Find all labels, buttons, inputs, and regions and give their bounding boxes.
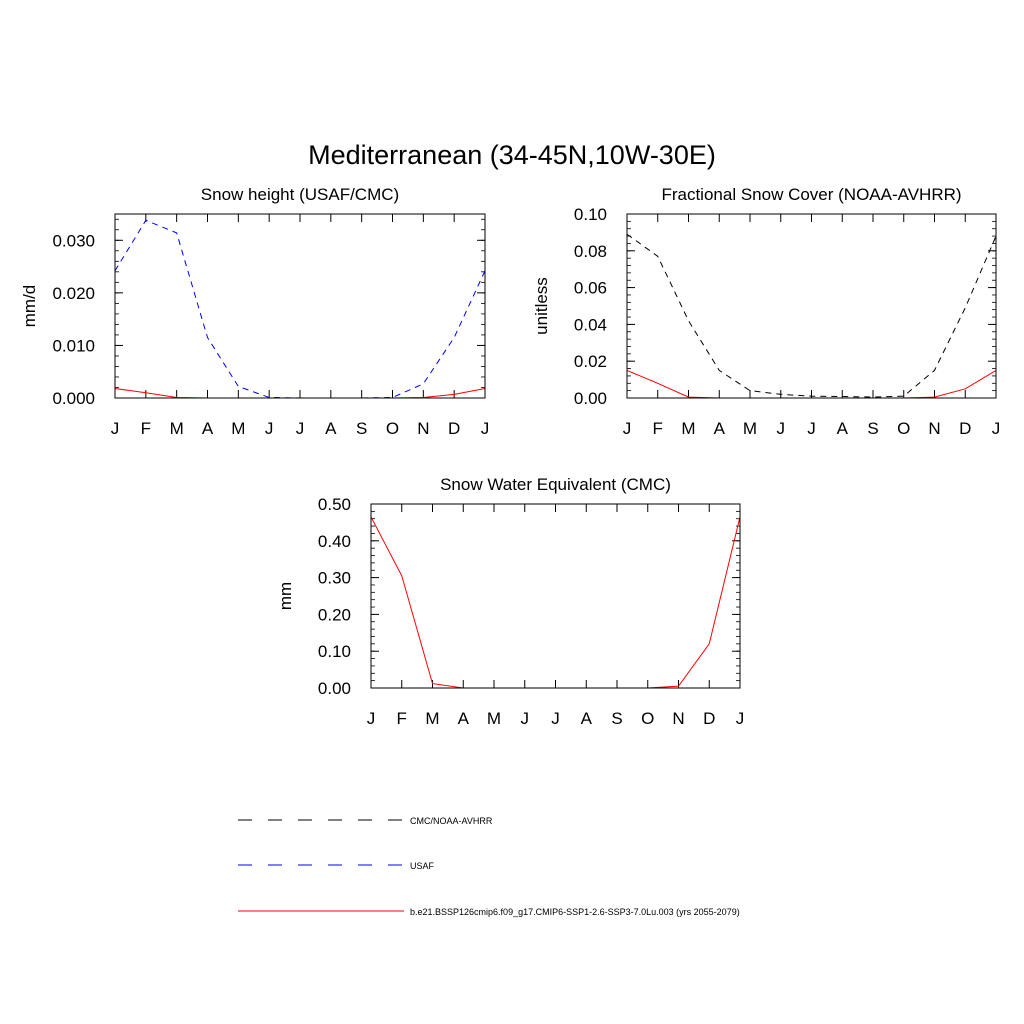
x-tick-label: F [141,419,151,438]
legend-item-3: b.e21.BSSP126cmip6.f09_g17.CMIP6-SSP1-2.… [238,907,740,917]
y-tick-label: 0.00 [318,679,351,698]
y-tick-label: 0.40 [318,532,351,551]
legend-label: USAF [410,861,435,871]
plot-frame [626,213,997,399]
series-line-2 [370,516,741,689]
x-tick-label: J [623,419,632,438]
x-tick-label: A [325,419,337,438]
x-tick-label: D [448,419,460,438]
x-tick-label: J [992,419,1001,438]
x-tick-label: N [672,709,684,728]
x-tick-label: A [714,419,726,438]
series-line-1 [626,233,997,398]
y-axis-label: unitless [532,277,551,335]
x-tick-label: M [170,419,184,438]
y-tick-label: 0.30 [318,569,351,588]
x-tick-label: A [837,419,849,438]
x-tick-label: J [777,419,786,438]
x-tick-label: J [265,419,274,438]
y-axis-label: mm [276,582,295,610]
main-title: Mediterranean (34-45N,10W-30E) [308,140,716,170]
x-tick-label: M [425,709,439,728]
x-tick-label: O [386,419,399,438]
panel-title: Snow height (USAF/CMC) [201,185,399,204]
y-tick-label: 0.10 [318,642,351,661]
y-tick-label: 0.02 [574,352,607,371]
y-tick-label: 0.50 [318,495,351,514]
x-tick-label: N [417,419,429,438]
y-tick-label: 0.000 [52,389,95,408]
x-tick-label: A [202,419,214,438]
y-tick-label: 0.08 [574,242,607,261]
chart-panel-3: Snow Water Equivalent (CMC)mmJ F M A M J J A S O N… [276,475,744,728]
x-tick-label: O [897,419,910,438]
plot-frame [370,503,741,689]
x-tick-label: J [521,709,530,728]
x-tick-label: S [356,419,367,438]
y-tick-label: 0.020 [52,284,95,303]
x-tick-label: J [736,709,745,728]
x-tick-label: J [481,419,490,438]
x-tick-label: A [458,709,470,728]
series-line-1 [114,219,486,399]
chart-panel-1: Snow height (USAF/CMC)mm/dJ F M A M J J A S O N D J0… [20,185,489,438]
y-tick-label: 0.04 [574,315,607,334]
x-tick-label: J [551,709,560,728]
y-tick-label: 0.00 [574,389,607,408]
x-tick-label: S [867,419,878,438]
y-tick-label: 0.20 [318,605,351,624]
x-tick-label: D [959,419,971,438]
chart-panel-2: Fractional Snow Cover (NOAA-AVHRR) unitle… [532,185,1000,438]
x-tick-label: J [111,419,120,438]
x-tick-label: D [703,709,715,728]
y-tick-label: 0.030 [52,231,95,250]
x-tick-label: N [928,419,940,438]
y-tick-label: 0.010 [52,336,95,355]
legend-label: b.e21.BSSP126cmip6.f09_g17.CMIP6-SSP1-2.… [410,907,740,917]
x-tick-label: J [807,419,816,438]
legend-label: CMC/NOAA-AVHRR [410,816,493,826]
x-tick-label: O [641,709,654,728]
legend: CMC/NOAA-AVHRR USAF b.e21.BSSP126cmip6.f09… [238,816,740,917]
x-tick-label: M [487,709,501,728]
legend-item-2: USAF [238,861,435,871]
x-tick-label: M [681,419,695,438]
y-tick-label: 0.06 [574,279,607,298]
x-tick-label: F [397,709,407,728]
panel-title: Fractional Snow Cover (NOAA-AVHRR) [661,185,961,204]
panel-title: Snow Water Equivalent (CMC) [440,475,671,494]
x-tick-label: J [296,419,305,438]
x-tick-label: J [367,709,376,728]
x-tick-label: A [581,709,593,728]
y-tick-label: 0.10 [574,205,607,224]
x-tick-label: M [743,419,757,438]
plot-frame [114,213,486,399]
y-axis-label: mm/d [20,285,39,328]
x-tick-label: F [653,419,663,438]
x-tick-label: M [231,419,245,438]
legend-item-1: CMC/NOAA-AVHRR [238,816,493,826]
x-tick-label: S [611,709,622,728]
